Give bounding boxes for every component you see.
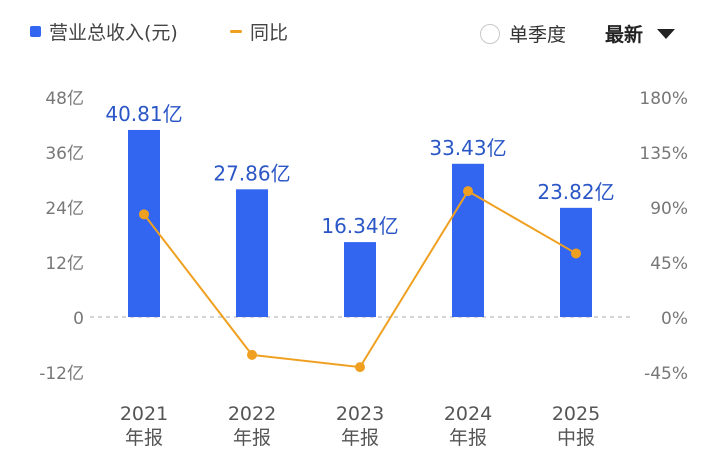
yoy-point [355, 362, 365, 373]
legend-yoy[interactable]: 同比 [230, 18, 288, 45]
left-axis-tick-label: 12亿 [45, 254, 84, 274]
x-axis-year-label: 2025 [552, 403, 600, 425]
left-axis-tick-label: 36亿 [45, 144, 84, 164]
revenue-bar [236, 189, 268, 317]
chart-toolbar: 营业总收入(元) 同比 单季度 最新 [0, 0, 719, 68]
period-select-value: 最新 [605, 24, 644, 46]
bar-data-label: 40.81亿 [105, 102, 182, 126]
left-axis-tick-label: 48亿 [45, 89, 84, 109]
right-axis-tick-label: 135% [639, 144, 688, 164]
revenue-bar [560, 207, 592, 317]
right-axis-tick-label: 90% [650, 199, 688, 219]
yoy-point [139, 209, 149, 220]
legend-line-swatch [230, 30, 242, 33]
legend-revenue-label: 营业总收入(元) [49, 22, 178, 44]
legend-revenue[interactable]: 营业总收入(元) [30, 18, 178, 45]
right-axis-tick-label: 180% [639, 89, 688, 109]
x-axis-period-label: 年报 [125, 427, 163, 449]
right-axis-tick-label: 0% [661, 309, 688, 329]
revenue-bar [344, 242, 376, 317]
period-select[interactable]: 最新 [605, 20, 676, 47]
yoy-point [463, 186, 473, 197]
x-axis-year-label: 2024 [444, 403, 492, 425]
x-axis-year-label: 2021 [120, 403, 168, 425]
x-axis-period-label: 年报 [449, 427, 487, 449]
legend-bar-swatch [30, 26, 41, 37]
yoy-point [571, 248, 581, 259]
left-axis-tick-label: 0 [73, 309, 84, 329]
bar-data-label: 23.82亿 [537, 180, 614, 204]
bar-data-label: 33.43亿 [429, 136, 506, 160]
bar-data-label: 27.86亿 [213, 161, 290, 185]
quarter-toggle[interactable]: 单季度 [480, 20, 566, 47]
left-axis-tick-label: 24亿 [45, 199, 84, 219]
legend-yoy-label: 同比 [250, 22, 289, 44]
x-axis-year-label: 2022 [228, 403, 276, 425]
yoy-point [247, 349, 257, 360]
x-axis-period-label: 年报 [233, 427, 271, 449]
left-axis-tick-label: -12亿 [39, 364, 84, 384]
right-axis-tick-label: -45% [644, 364, 688, 384]
radio-icon[interactable] [480, 23, 500, 44]
right-axis-tick-label: 45% [650, 254, 688, 274]
x-axis-year-label: 2023 [336, 403, 384, 425]
quarter-toggle-label: 单季度 [509, 24, 567, 46]
x-axis-period-label: 年报 [341, 427, 379, 449]
revenue-bar [128, 129, 160, 317]
x-axis-period-label: 中报 [557, 427, 595, 449]
bar-data-label: 16.34亿 [321, 214, 398, 238]
dropdown-triangle-icon [657, 28, 676, 39]
